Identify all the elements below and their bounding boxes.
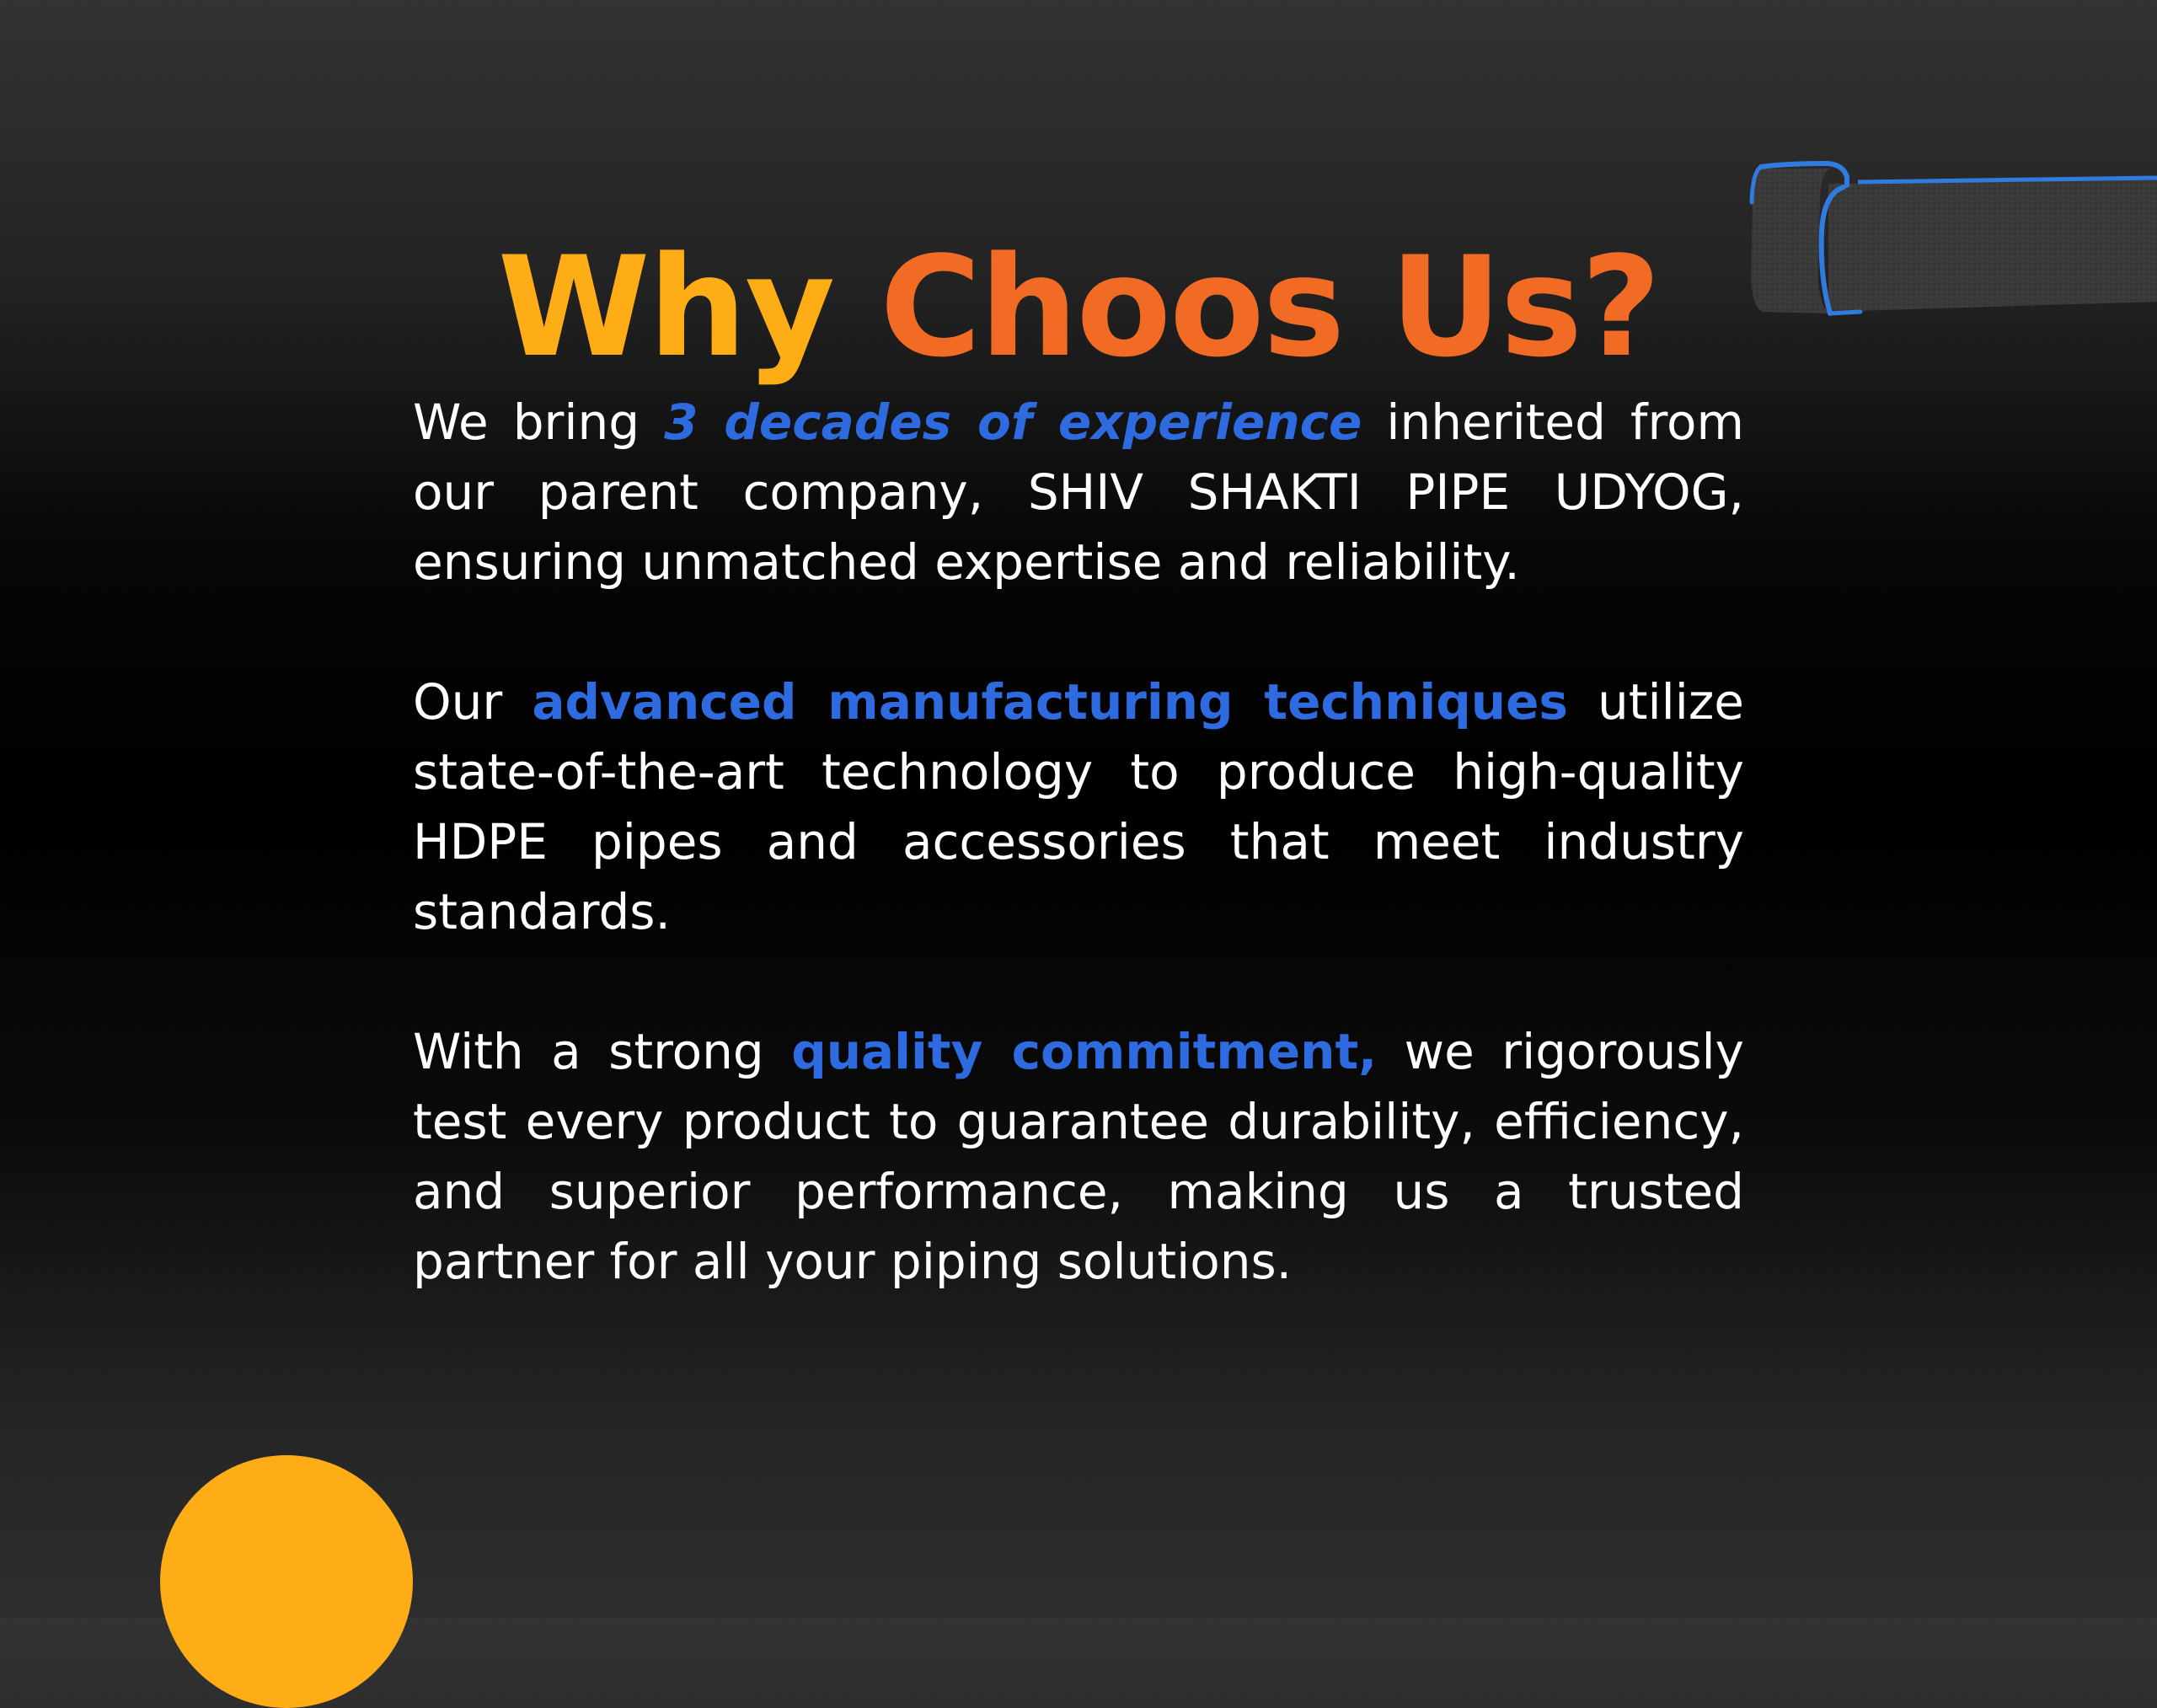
highlight-manufacturing: advanced manufacturing techniques — [532, 673, 1568, 731]
orange-circle-decoration — [160, 1455, 413, 1708]
paragraph-manufacturing: Our advanced manufacturing techniques ut… — [413, 667, 1744, 947]
highlight-quality: quality commitment, — [791, 1023, 1378, 1080]
title-part-why: Why — [497, 227, 836, 388]
paragraph-manufacturing-rest: utilize state-of-the-art technology to p… — [413, 673, 1744, 940]
paragraph-quality-lead: With a strong — [413, 1023, 792, 1080]
highlight-experience: 3 decades of experience — [664, 394, 1362, 451]
paragraph-manufacturing-lead: Our — [413, 673, 533, 731]
paragraph-quality: With a strong quality commitment, we rig… — [413, 1017, 1744, 1297]
paragraph-experience-rest: inherited from our parent company, SHIV … — [413, 394, 1744, 591]
pipe-illustration — [1749, 160, 2157, 316]
paragraph-quality-rest: we rigorously test every product to guar… — [413, 1023, 1744, 1290]
paragraph-experience-lead: We bring — [413, 394, 665, 451]
title-part-choose-us: Choos Us? — [880, 227, 1661, 388]
page-title: Why Choos Us? — [0, 236, 2157, 379]
paragraph-experience: We bring 3 decades of experience inherit… — [413, 388, 1744, 597]
body-copy: We bring 3 decades of experience inherit… — [413, 388, 1744, 1367]
